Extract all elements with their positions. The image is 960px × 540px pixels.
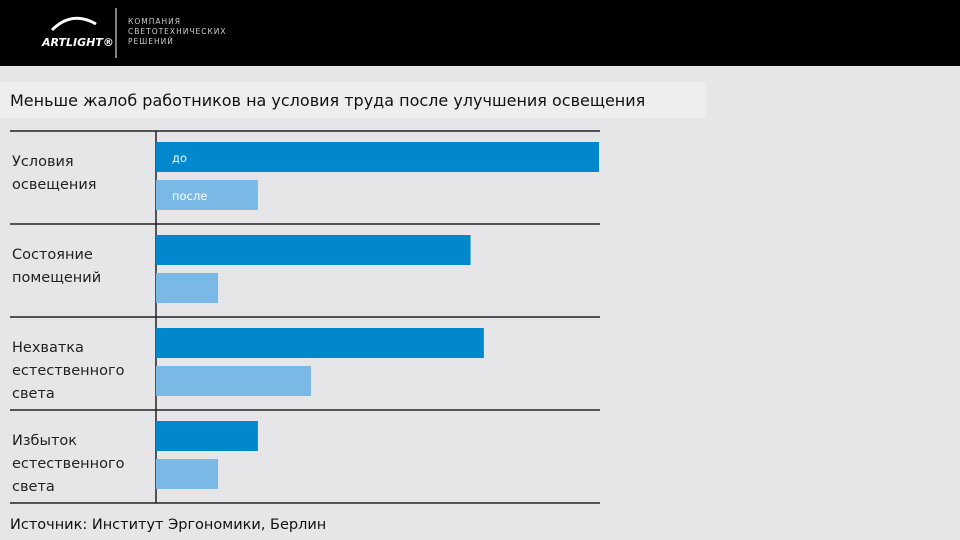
- legend-label: до: [172, 151, 187, 165]
- bar: [156, 142, 599, 172]
- bar: [156, 421, 258, 451]
- category-label: Избыток естественного света: [12, 433, 125, 495]
- source: Источник: Институт Эргономики, Берлин: [10, 517, 326, 533]
- category-label: Нехватка естественного света: [12, 340, 125, 402]
- bar: [156, 328, 484, 358]
- header-bar: [0, 0, 960, 66]
- bar: [156, 459, 219, 489]
- category-label: Состояние помещений: [12, 247, 102, 286]
- title-band: [0, 82, 706, 118]
- bar: [156, 180, 258, 210]
- logo: ARTLIGHT®: [41, 36, 114, 49]
- bar: [156, 273, 219, 303]
- tagline: КОМПАНИЯ: [128, 17, 181, 26]
- tagline: РЕШЕНИЙ: [128, 37, 174, 46]
- tagline: СВЕТОТЕХНИЧЕСКИХ: [128, 27, 227, 36]
- legend-label: после: [172, 189, 207, 203]
- chart-title: Меньше жалоб работников на условия труда…: [10, 91, 645, 110]
- category-label: Условия освещения: [12, 154, 97, 193]
- logo-swoosh: [50, 16, 97, 32]
- bar: [156, 366, 312, 396]
- bar: [156, 235, 471, 265]
